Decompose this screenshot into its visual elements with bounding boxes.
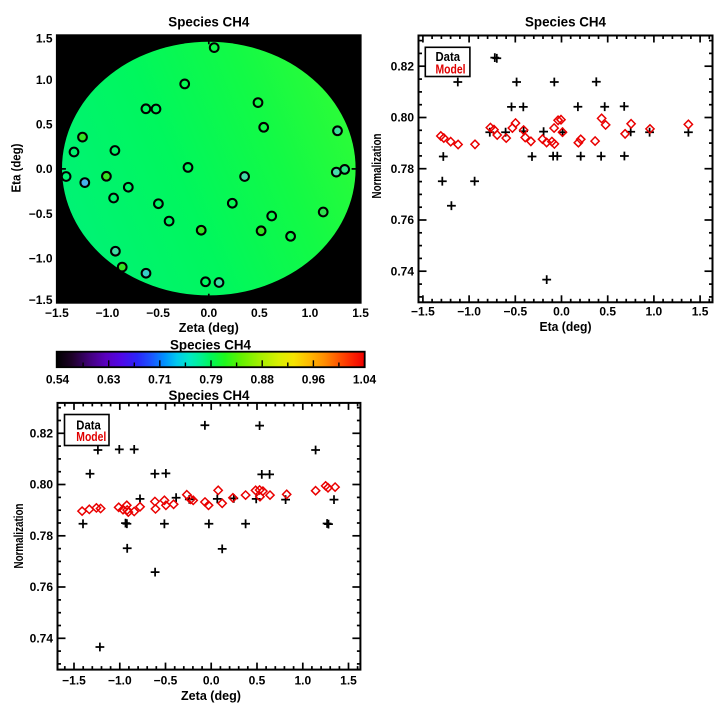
svg-text:0.79: 0.79 [199,373,223,387]
svg-text:Normalization: Normalization [11,503,26,568]
svg-text:0.63: 0.63 [97,373,121,387]
svg-text:Species CH4: Species CH4 [168,14,249,30]
svg-text:−1.0: −1.0 [457,305,481,319]
svg-text:1.04: 1.04 [353,373,377,387]
svg-text:0.88: 0.88 [251,373,275,387]
svg-text:Eta (deg): Eta (deg) [540,319,592,334]
svg-text:−0.5: −0.5 [29,207,53,221]
svg-text:Model: Model [436,61,466,76]
svg-text:−1.5: −1.5 [45,306,69,320]
svg-text:Species CH4: Species CH4 [525,14,606,30]
svg-text:0.0: 0.0 [36,162,53,176]
svg-text:Eta (deg): Eta (deg) [9,144,24,193]
svg-text:1.5: 1.5 [340,674,357,688]
svg-text:0.0: 0.0 [553,305,570,319]
svg-text:−0.5: −0.5 [146,306,170,320]
svg-text:0.76: 0.76 [391,213,415,227]
svg-text:Model: Model [76,429,106,444]
svg-text:0.54: 0.54 [46,373,70,387]
svg-text:Normalization: Normalization [369,133,384,198]
svg-text:1.5: 1.5 [692,305,709,319]
svg-text:1.0: 1.0 [646,305,663,319]
svg-text:0.74: 0.74 [391,264,415,278]
svg-text:1.5: 1.5 [352,306,369,320]
svg-text:0.0: 0.0 [203,674,220,688]
svg-text:−1.0: −1.0 [29,251,53,265]
svg-text:0.5: 0.5 [599,305,616,319]
svg-text:0.71: 0.71 [148,373,172,387]
svg-text:−0.5: −0.5 [154,674,178,688]
svg-text:Data: Data [436,49,461,64]
svg-text:Species CH4: Species CH4 [169,387,250,403]
svg-text:1.0: 1.0 [36,73,53,87]
svg-text:0.74: 0.74 [30,632,54,646]
svg-text:0.78: 0.78 [30,529,54,543]
svg-text:Zeta (deg): Zeta (deg) [181,688,241,703]
svg-text:0.80: 0.80 [391,111,415,125]
svg-text:0.5: 0.5 [36,118,53,132]
svg-text:−0.5: −0.5 [503,305,527,319]
svg-text:0.78: 0.78 [391,162,415,176]
svg-text:−1.5: −1.5 [29,293,53,307]
svg-text:0.82: 0.82 [391,59,415,73]
svg-text:1.0: 1.0 [294,674,311,688]
svg-text:Data: Data [76,418,101,433]
svg-text:1.5: 1.5 [36,32,53,46]
svg-text:0.96: 0.96 [302,373,326,387]
svg-text:0.82: 0.82 [30,427,54,441]
svg-text:−1.5: −1.5 [411,305,435,319]
svg-text:0.5: 0.5 [249,674,266,688]
svg-text:0.76: 0.76 [30,580,54,594]
svg-text:1.0: 1.0 [302,306,319,320]
svg-text:−1.0: −1.0 [96,306,120,320]
svg-text:Zeta (deg): Zeta (deg) [179,320,239,335]
svg-text:−1.5: −1.5 [62,674,86,688]
svg-text:−1.0: −1.0 [108,674,132,688]
svg-text:0.80: 0.80 [30,478,54,492]
svg-text:0.5: 0.5 [251,306,268,320]
svg-text:0.0: 0.0 [200,306,217,320]
svg-text:Species CH4: Species CH4 [170,336,251,352]
